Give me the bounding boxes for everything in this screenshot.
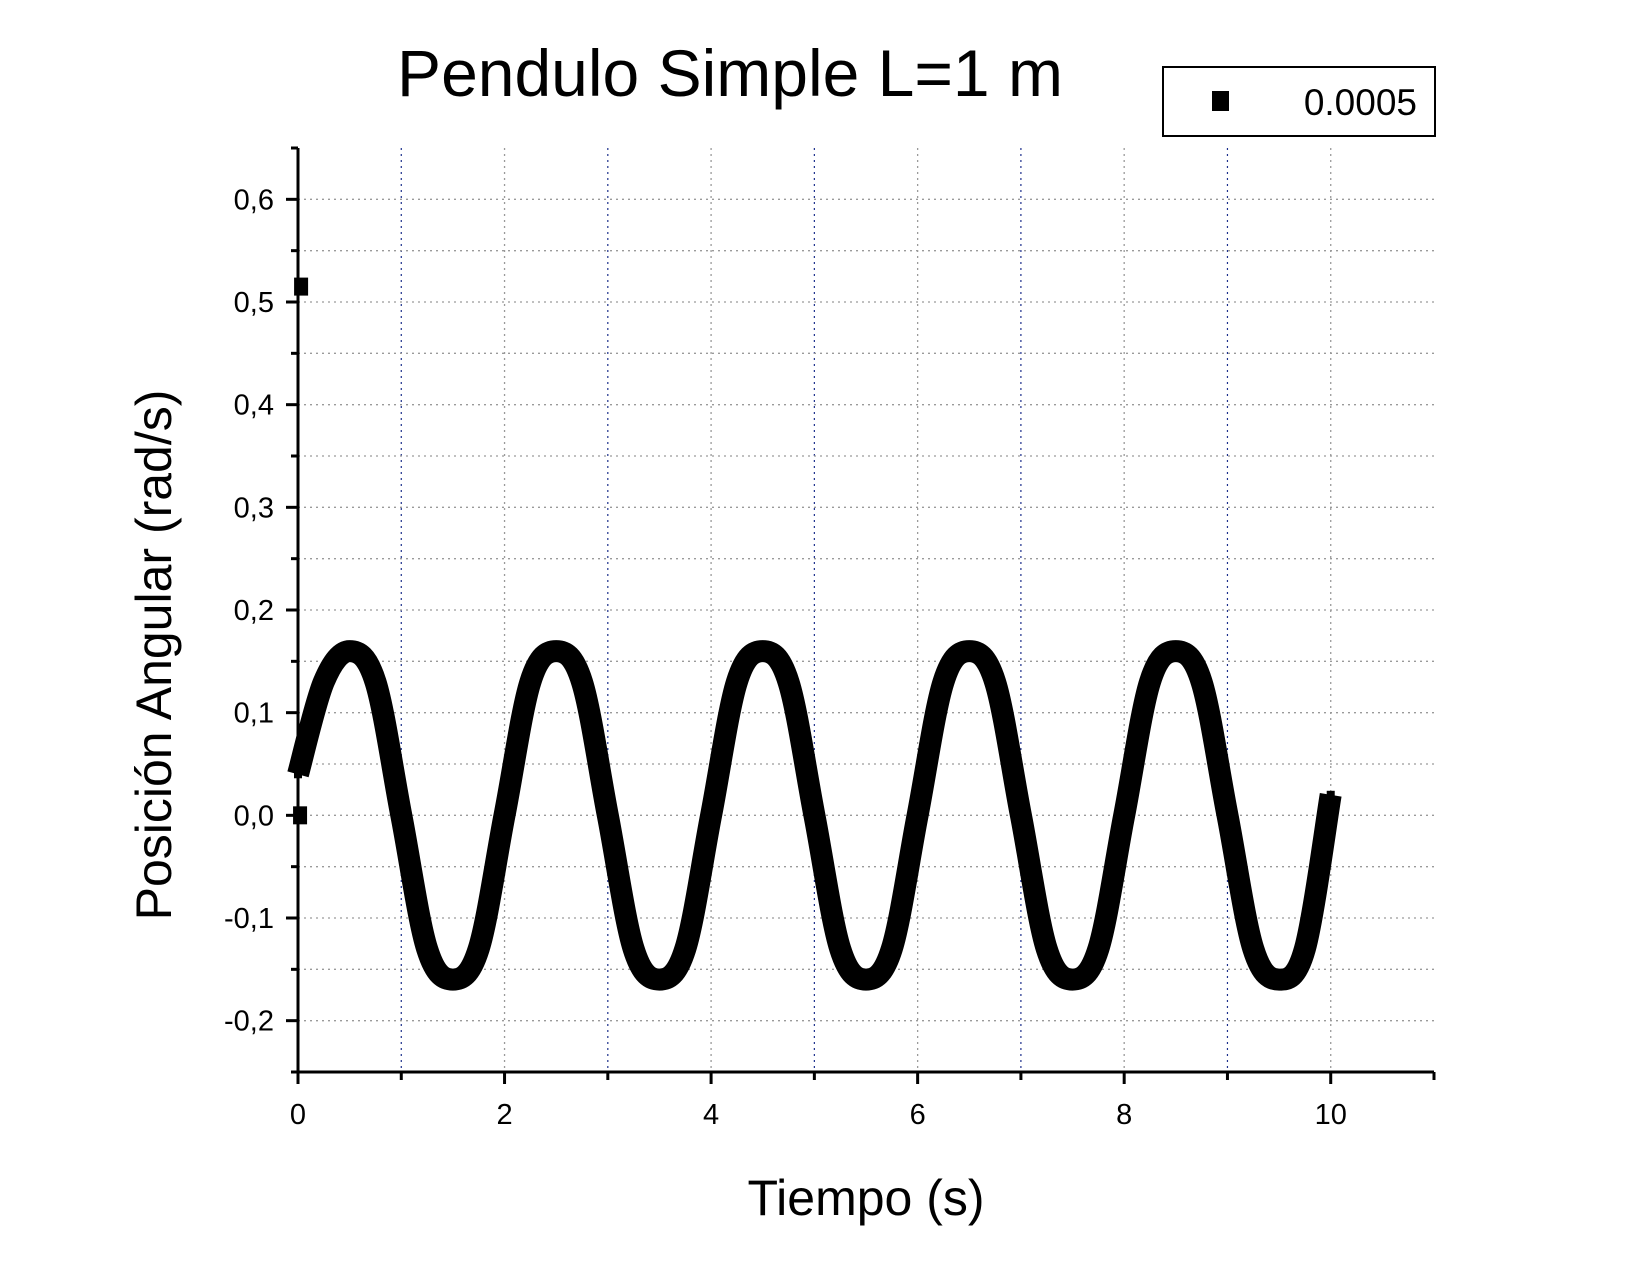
legend-label: 0.0005: [1304, 82, 1417, 123]
data-point: [965, 647, 974, 656]
data-point: [1275, 975, 1284, 984]
x-tick-label: 8: [1116, 1099, 1132, 1131]
data-point: [862, 975, 870, 984]
data-point: [1171, 647, 1180, 656]
legend-box: [1162, 66, 1436, 137]
data-point: [810, 811, 819, 820]
chart-title: Pendulo Simple L=1 m: [397, 36, 1063, 110]
data-point: [991, 677, 1000, 686]
data-point: [629, 944, 638, 953]
legend-marker: [1212, 91, 1229, 111]
x-tick-label: 4: [703, 1099, 719, 1131]
y-tick-label: 0,1: [234, 698, 274, 730]
y-axis-label: Posición Angular (rad/s): [126, 390, 182, 921]
labels-layer: 0 2 4 6 8 10 -0,2 -0,1 0,0 0,1 0,2 0,3 0,4 0,5 0,6: [224, 184, 1347, 1131]
data-point: [423, 944, 432, 953]
data-point: [1068, 975, 1077, 984]
x-axis-label: Tiempo (s): [747, 1170, 984, 1226]
x-tick-label: 6: [910, 1099, 926, 1131]
data-point: [294, 770, 302, 779]
data-point: [939, 677, 948, 686]
data-point: [1120, 811, 1129, 820]
y-tick-label: 0,5: [234, 287, 274, 319]
y-tick-label: -0,2: [224, 1006, 274, 1038]
data-point: [603, 811, 612, 820]
data-point: [397, 811, 406, 820]
data-point: [371, 677, 380, 686]
series-layer: [287, 277, 1342, 991]
data-point: [1146, 677, 1154, 686]
legend: 0.0005: [1162, 66, 1436, 137]
data-point: [707, 811, 716, 820]
y-tick-label: 0,2: [234, 595, 274, 627]
data-point: [500, 811, 509, 820]
y-tick-label: 0,3: [234, 492, 274, 524]
y-tick-label: 0,6: [234, 184, 274, 216]
data-point: [758, 647, 767, 656]
data-point: [655, 975, 664, 984]
x-tick-label: 0: [290, 1099, 306, 1131]
data-point: [784, 677, 793, 686]
data-point: [319, 677, 328, 686]
axes-layer: [286, 146, 1436, 1084]
x-tick-label: 10: [1315, 1099, 1347, 1131]
data-point: [836, 944, 845, 953]
outlier-point: [293, 806, 308, 825]
data-point: [913, 811, 922, 820]
data-point: [578, 677, 586, 686]
data-point: [1326, 790, 1335, 799]
y-tick-label: 0,0: [234, 800, 274, 832]
data-point: [1300, 944, 1309, 953]
data-point: [681, 944, 690, 953]
data-point: [732, 677, 741, 686]
data-point: [1016, 811, 1025, 820]
data-point: [1249, 944, 1258, 953]
y-tick-label: 0,4: [234, 390, 274, 422]
data-point: [1094, 944, 1103, 953]
data-point: [474, 944, 483, 953]
data-point: [345, 647, 354, 656]
data-point: [1042, 944, 1051, 953]
data-point: [1223, 811, 1232, 820]
data-point: [448, 975, 457, 984]
outlier-point: [294, 277, 309, 296]
data-point: [526, 677, 535, 686]
grid-layer: [298, 148, 1434, 1072]
data-point: [887, 944, 896, 953]
y-tick-label: -0,1: [224, 903, 274, 935]
data-point: [552, 647, 561, 656]
data-point: [1197, 677, 1206, 686]
x-tick-label: 2: [496, 1099, 512, 1131]
